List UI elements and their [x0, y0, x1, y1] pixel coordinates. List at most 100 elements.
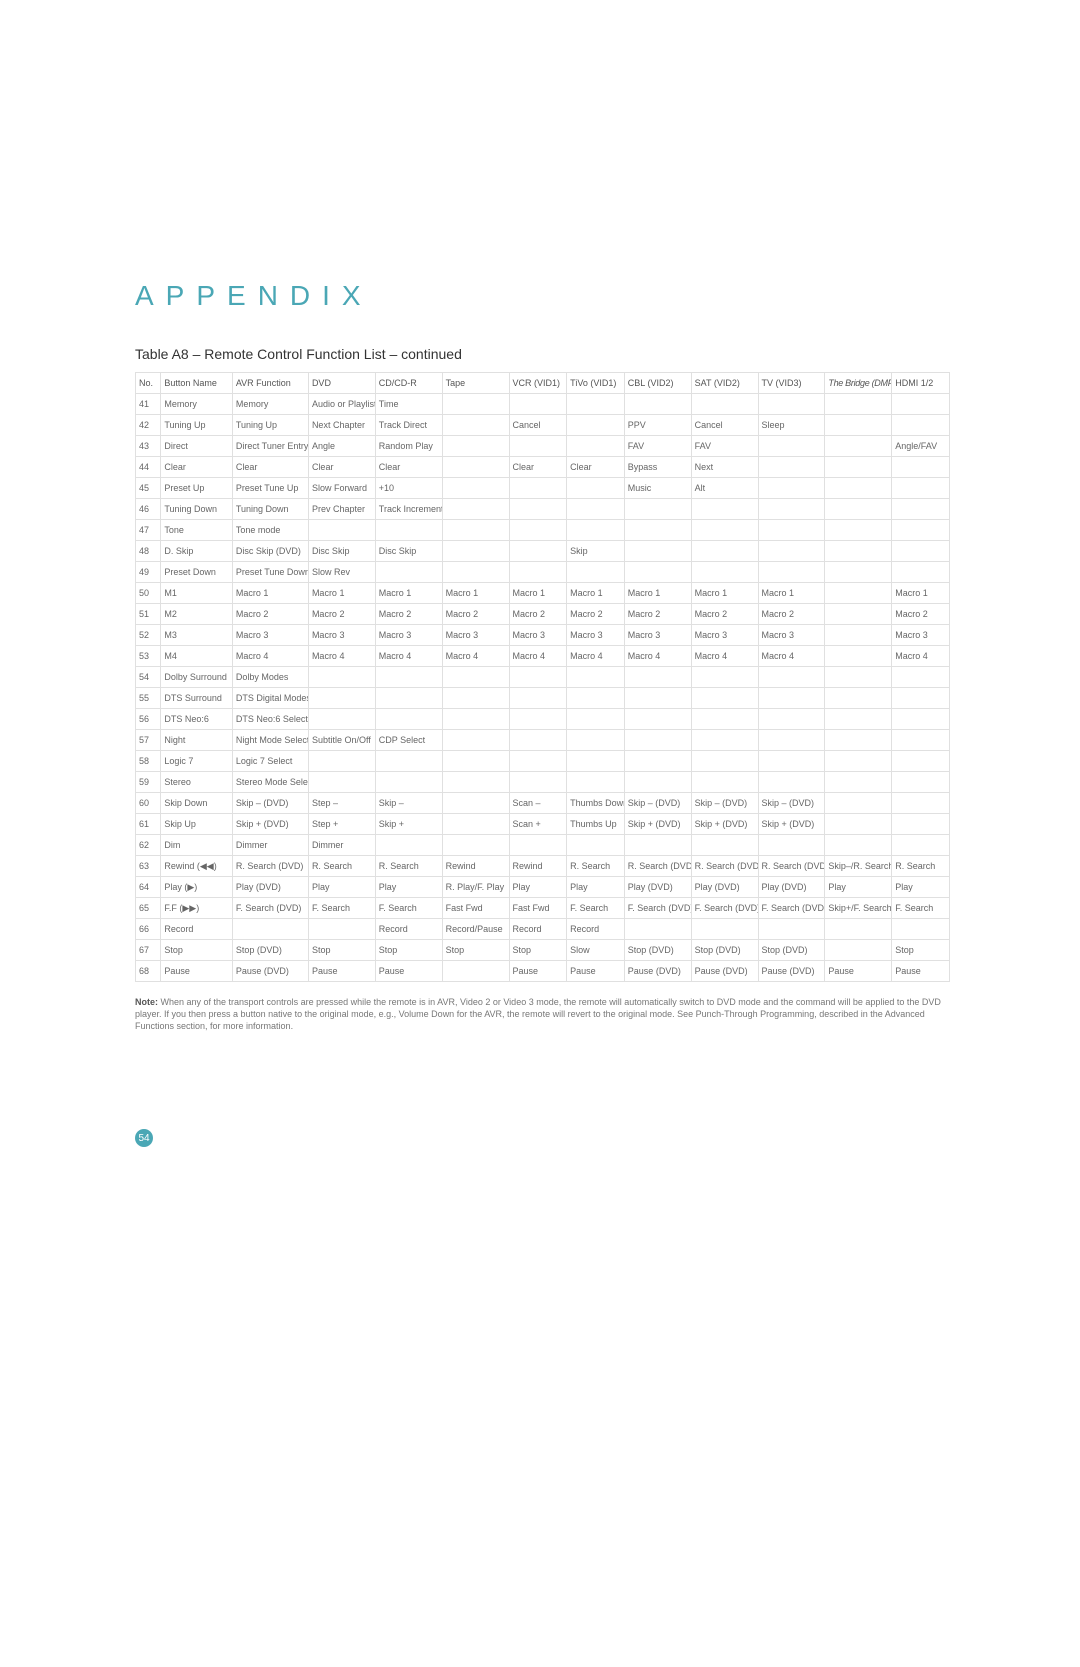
table-cell: Stop (DVD) — [758, 940, 825, 961]
table-cell — [509, 688, 567, 709]
table-cell: Macro 1 — [442, 583, 509, 604]
table-cell: Macro 4 — [442, 646, 509, 667]
table-cell — [892, 793, 950, 814]
table-cell: Record — [509, 919, 567, 940]
table-cell: Stop — [375, 940, 442, 961]
table-header-row: No. Button Name AVR Function DVD CD/CD-R… — [136, 373, 950, 394]
table-cell: 59 — [136, 772, 161, 793]
table-cell: Macro 1 — [758, 583, 825, 604]
table-cell: Track Increment — [375, 499, 442, 520]
table-cell: Macro 2 — [624, 604, 691, 625]
table-cell — [825, 457, 892, 478]
table-cell — [509, 520, 567, 541]
table-cell — [442, 961, 509, 982]
table-row: 54Dolby SurroundDolby Modes — [136, 667, 950, 688]
table-cell: 61 — [136, 814, 161, 835]
table-cell — [509, 394, 567, 415]
table-cell: Rewind — [442, 856, 509, 877]
table-cell — [442, 772, 509, 793]
table-cell: Macro 2 — [567, 604, 625, 625]
table-row: 62DimDimmerDimmer — [136, 835, 950, 856]
table-cell: Logic 7 — [161, 751, 232, 772]
table-cell — [509, 709, 567, 730]
table-cell — [825, 940, 892, 961]
table-cell: Logic 7 Select — [232, 751, 308, 772]
table-cell — [758, 835, 825, 856]
table-cell — [691, 730, 758, 751]
table-cell — [509, 499, 567, 520]
table-cell: Audio or Playlist — [308, 394, 375, 415]
table-cell — [624, 772, 691, 793]
table-row: 48D. SkipDisc Skip (DVD)Disc SkipDisc Sk… — [136, 541, 950, 562]
table-cell: Play — [308, 877, 375, 898]
col-no: No. — [136, 373, 161, 394]
table-cell — [442, 457, 509, 478]
table-cell — [892, 919, 950, 940]
table-cell: Cancel — [509, 415, 567, 436]
table-cell — [567, 562, 625, 583]
table-cell — [758, 436, 825, 457]
table-cell — [624, 751, 691, 772]
table-cell: Macro 3 — [624, 625, 691, 646]
table-cell — [825, 688, 892, 709]
table-cell: 62 — [136, 835, 161, 856]
table-cell: F. Search — [892, 898, 950, 919]
table-cell — [567, 436, 625, 457]
table-cell: Skip + (DVD) — [691, 814, 758, 835]
table-cell — [509, 541, 567, 562]
table-cell: Macro 3 — [567, 625, 625, 646]
table-cell — [509, 667, 567, 688]
table-cell: Skip – (DVD) — [624, 793, 691, 814]
table-cell — [442, 793, 509, 814]
table-cell: Rewind — [509, 856, 567, 877]
table-row: 50M1Macro 1Macro 1Macro 1Macro 1Macro 1M… — [136, 583, 950, 604]
table-cell: Macro 2 — [232, 604, 308, 625]
table-cell: Macro 4 — [509, 646, 567, 667]
table-cell: R. Play/F. Play — [442, 877, 509, 898]
table-cell — [892, 499, 950, 520]
table-cell — [308, 772, 375, 793]
table-cell — [691, 835, 758, 856]
table-cell: 53 — [136, 646, 161, 667]
table-cell — [509, 835, 567, 856]
table-cell: Tuning Down — [161, 499, 232, 520]
table-cell: Music — [624, 478, 691, 499]
table-cell — [758, 688, 825, 709]
table-cell — [509, 751, 567, 772]
table-cell: 56 — [136, 709, 161, 730]
table-cell — [567, 520, 625, 541]
table-cell: Alt — [691, 478, 758, 499]
table-cell: Sleep — [758, 415, 825, 436]
table-cell — [892, 751, 950, 772]
table-cell: Skip + (DVD) — [758, 814, 825, 835]
table-cell: Random Play — [375, 436, 442, 457]
col-dvd: DVD — [308, 373, 375, 394]
table-cell: R. Search (DVD) — [232, 856, 308, 877]
table-cell: F. Search (DVD) — [758, 898, 825, 919]
table-cell: Macro 3 — [509, 625, 567, 646]
col-tivo: TiVo (VID1) — [567, 373, 625, 394]
table-cell — [509, 562, 567, 583]
table-cell — [892, 478, 950, 499]
table-cell — [825, 772, 892, 793]
table-cell: Pause — [308, 961, 375, 982]
table-cell: Record/Pause — [442, 919, 509, 940]
table-cell: Stop (DVD) — [691, 940, 758, 961]
table-cell — [442, 751, 509, 772]
note-text: When any of the transport controls are p… — [135, 997, 941, 1031]
table-row: 52M3Macro 3Macro 3Macro 3Macro 3Macro 3M… — [136, 625, 950, 646]
table-cell: Macro 4 — [691, 646, 758, 667]
table-cell: Macro 4 — [892, 646, 950, 667]
table-cell — [624, 499, 691, 520]
table-cell: Pause (DVD) — [758, 961, 825, 982]
table-cell: Night — [161, 730, 232, 751]
table-cell: Subtitle On/Off — [308, 730, 375, 751]
table-cell: Macro 2 — [308, 604, 375, 625]
table-cell — [758, 772, 825, 793]
table-cell: Preset Up — [161, 478, 232, 499]
table-cell: M1 — [161, 583, 232, 604]
table-cell: R. Search — [892, 856, 950, 877]
table-cell: Macro 1 — [567, 583, 625, 604]
table-cell: PPV — [624, 415, 691, 436]
table-cell — [624, 667, 691, 688]
